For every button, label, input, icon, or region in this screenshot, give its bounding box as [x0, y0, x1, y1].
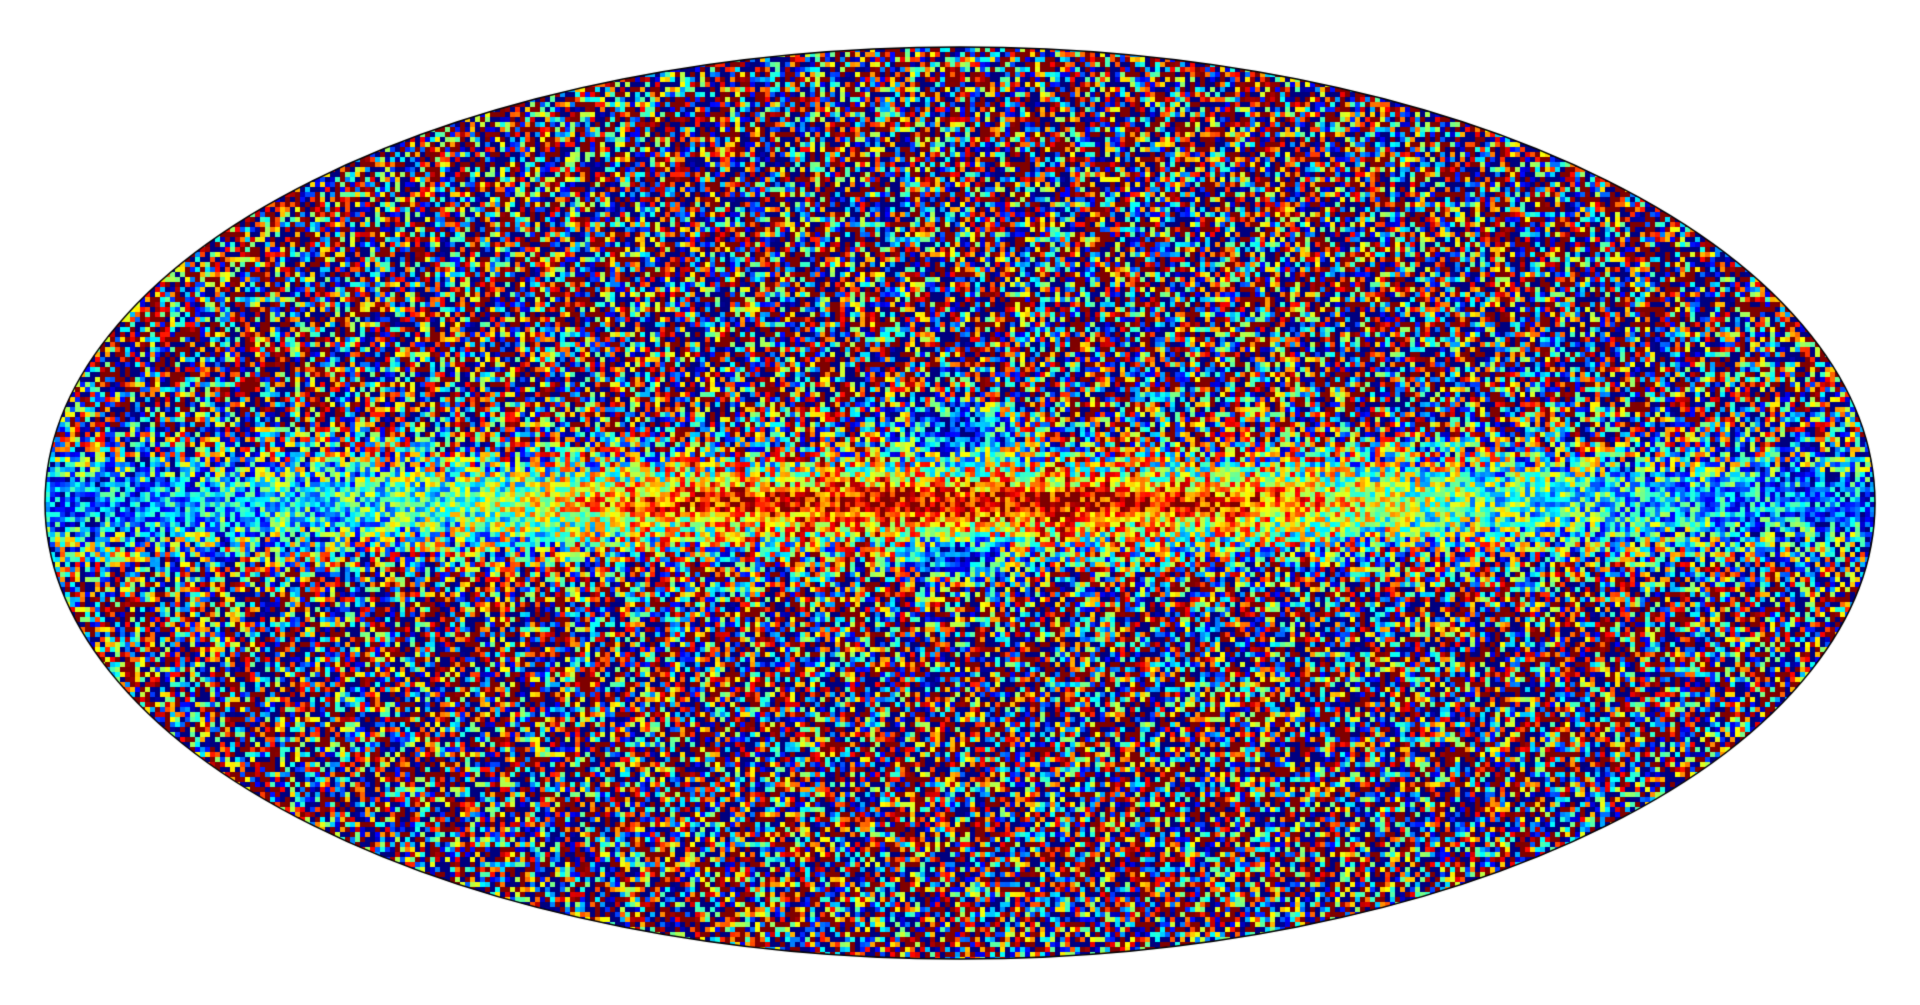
all-sky-map	[0, 0, 1920, 1005]
mollweide-sky-map-canvas	[0, 0, 1920, 1005]
